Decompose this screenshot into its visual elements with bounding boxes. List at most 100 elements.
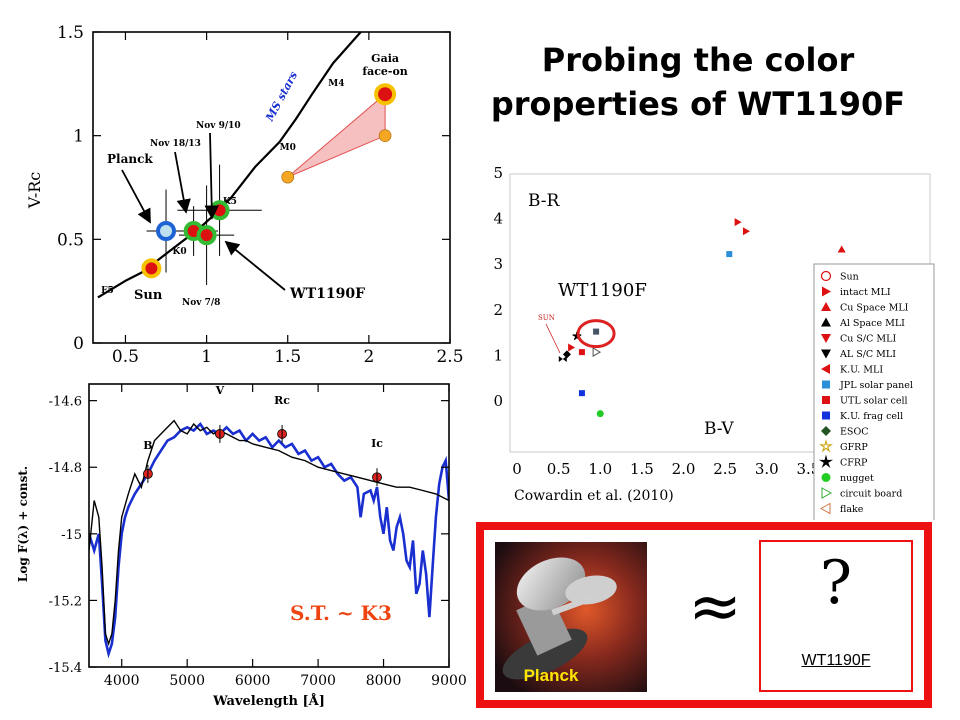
legend-label: UTL solar cell — [840, 396, 908, 407]
data-point — [578, 390, 585, 397]
x-tick-label: 1 — [201, 347, 212, 367]
data-point-planck — [156, 221, 177, 242]
nov-9-10-annotation: Nov 9/10 — [196, 121, 241, 131]
data-point — [568, 343, 576, 352]
data-point — [578, 349, 585, 356]
y-tick-label: 1.5 — [57, 23, 84, 43]
spectral-type-label: M4 — [328, 79, 344, 89]
y-tick-label: 1 — [73, 127, 84, 147]
wt1190f-highlight — [576, 319, 616, 349]
title-line-2: properties of WT1190F — [490, 85, 906, 123]
x-tick-label: 1.5 — [274, 347, 301, 367]
y-tick-label: 0 — [73, 334, 84, 354]
legend-marker — [822, 286, 831, 297]
spectrum-chart: B V Rc Ic 4000 5000 6000 7000 8000 9000 -15.4 -15.… — [16, 383, 467, 709]
comparison-box — [476, 522, 932, 708]
y-axis-label: B-R — [528, 191, 561, 211]
y-tick-label: 3 — [493, 255, 503, 273]
color-color-chart: F5 K0 K5 M0 M4 MS stars Gaia face-on 0.5 1 1.5 2 2.… — [25, 23, 464, 367]
gaia-point — [374, 83, 397, 106]
x-tick-label: 1.5 — [630, 460, 654, 478]
legend-marker — [821, 349, 831, 359]
legend-label: AL S/C MLI — [839, 349, 896, 360]
y-tick-label: 2 — [493, 301, 503, 319]
legend-label: K.U. frag cell — [840, 411, 903, 422]
nov-7-8-annotation: Nov 7/8 — [182, 298, 220, 308]
y-tick-label: -15 — [61, 528, 82, 543]
legend-label: CFRP — [840, 458, 868, 469]
ms-stars-label: MS stars — [263, 69, 300, 124]
spectral-type-label: M0 — [280, 143, 296, 153]
legend-marker — [822, 396, 830, 404]
title-line-1: Probing the color — [541, 41, 855, 79]
legend-marker — [821, 302, 831, 311]
spectral-type-label: K0 — [173, 247, 187, 257]
band-label: Rc — [274, 394, 290, 407]
observed-spectrum-line — [89, 421, 449, 659]
legend-label: GFRP — [840, 442, 868, 453]
x-tick-label: 6000 — [235, 673, 271, 689]
wt1190f-label: WT1190F — [558, 280, 647, 301]
x-tick-label: 7000 — [300, 673, 336, 689]
legend-label: circuit board — [840, 489, 902, 500]
y-tick-label: -14.8 — [49, 461, 82, 476]
y-axis-label: Log F(λ) + const. — [16, 466, 30, 582]
data-point — [734, 218, 742, 227]
legend-label: flake — [840, 504, 864, 515]
cowardin-chart: 0 0.5 1.0 1.5 2.0 2.5 3.0 3.5012345B-RB-VCoward… — [493, 164, 935, 521]
source-citation: Cowardin et al. (2010) — [514, 488, 674, 504]
y-tick-label: 5 — [493, 164, 503, 182]
sun-annotation: Sun — [134, 288, 163, 303]
data-point-sun — [141, 258, 162, 279]
gaia-label: Gaia face-on — [362, 52, 407, 78]
color-color-frame — [92, 31, 451, 344]
x-tick-label: 0.5 — [112, 347, 139, 367]
x-tick-label: 0 — [512, 460, 522, 478]
question-mark: ? — [819, 548, 853, 618]
gaia-point — [281, 170, 295, 184]
x-tick-label: 0.5 — [547, 460, 571, 478]
y-axis-label: V-Rc — [25, 172, 44, 210]
legend-label: Cu S/C MLI — [840, 334, 896, 345]
data-point — [592, 347, 602, 357]
legend-marker — [821, 317, 831, 327]
legend-label: Al Space MLI — [839, 318, 905, 329]
x-axis-label: B-V — [704, 419, 734, 439]
legend-label: K.U. MLI — [840, 365, 883, 376]
planck-annotation: Planck — [107, 152, 153, 166]
pointer-arrow — [121, 169, 151, 224]
planck-label: Planck — [523, 666, 579, 685]
legend-label: nugget — [840, 473, 874, 484]
template-spectrum-line — [89, 419, 449, 646]
legend-label: Sun — [840, 272, 859, 283]
x-tick-label: 1.0 — [588, 460, 612, 478]
sun-label: SUN — [538, 314, 555, 322]
y-tick-label: 0 — [493, 392, 503, 410]
spectral-type-label: K5 — [223, 197, 237, 207]
y-tick-label: -14.6 — [49, 395, 82, 410]
legend-label: potted elecs — [840, 520, 899, 521]
x-tick-label: 5000 — [169, 673, 205, 689]
data-point-nov-7-8 — [196, 225, 217, 246]
x-tick-label: 2 — [363, 347, 374, 367]
y-tick-label: 0.5 — [57, 230, 84, 250]
legend-marker — [818, 439, 834, 453]
wt1190f-annotation: WT1190F — [289, 286, 365, 302]
approx-symbol: ≈ — [688, 570, 742, 644]
x-tick-label: 2.5 — [713, 460, 737, 478]
unknown-object-box — [759, 540, 913, 692]
legend-marker — [820, 270, 832, 282]
spectral-type-annotation: S.T. ~ K3 — [290, 601, 392, 625]
legend-marker — [821, 487, 833, 499]
legend-marker — [821, 473, 831, 482]
pointer-arrow — [174, 151, 191, 214]
nov-18-13-annotation: Nov 18/13 — [150, 139, 201, 149]
data-point — [596, 410, 604, 418]
legend-marker — [819, 502, 831, 515]
legend-marker — [821, 334, 831, 343]
band-label: B — [143, 439, 152, 452]
pointer-arrow — [224, 240, 286, 291]
legend-marker — [822, 411, 830, 420]
legend-label: Cu Space MLI — [840, 303, 909, 314]
legend-box — [813, 263, 935, 520]
